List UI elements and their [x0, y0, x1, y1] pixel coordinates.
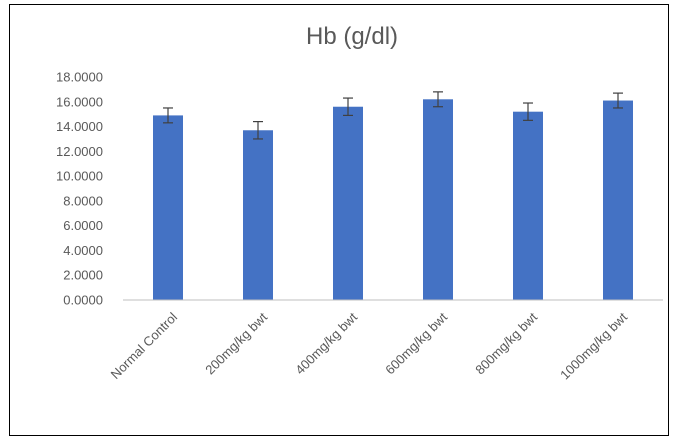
x-tick-label: 400mg/kg bwt — [292, 309, 360, 377]
y-tick-label: 18.0000 — [56, 70, 103, 85]
y-tick-label: 10.0000 — [56, 169, 103, 184]
y-tick-label: 16.0000 — [56, 94, 103, 109]
y-tick-label: 4.0000 — [63, 243, 103, 258]
error-bars — [163, 91, 623, 140]
bar — [333, 106, 363, 300]
y-tick-label: 6.0000 — [63, 218, 103, 233]
error-bar — [343, 97, 353, 117]
bar — [153, 115, 183, 301]
y-tick-label: 12.0000 — [56, 144, 103, 159]
error-bar — [613, 92, 623, 109]
error-bar — [523, 102, 533, 121]
x-tick-label: 800mg/kg bwt — [472, 309, 540, 377]
y-tick-label: 0.0000 — [63, 293, 103, 308]
y-tick-label: 8.0000 — [63, 193, 103, 208]
y-axis-ticks: 0.0000 2.0000 4.0000 6.0000 8.0000 10.0000 12.… — [56, 70, 103, 308]
bars — [153, 99, 633, 301]
error-bar — [163, 107, 173, 124]
error-bar — [253, 120, 263, 140]
y-tick-label: 14.0000 — [56, 119, 103, 134]
bar — [423, 99, 453, 300]
chart-title: Hb (g/dl) — [306, 23, 398, 50]
bar — [513, 111, 543, 300]
x-axis-ticks: Normal Control 200mg/kg bwt 400mg/kg bwt 60… — [108, 309, 631, 382]
bar — [603, 100, 633, 301]
x-tick-label: 1000mg/kg bwt — [557, 309, 630, 382]
x-tick-label: Normal Control — [108, 309, 180, 381]
error-bar — [433, 91, 443, 108]
y-tick-label: 2.0000 — [63, 268, 103, 283]
x-tick-label: 600mg/kg bwt — [382, 309, 450, 377]
bar — [243, 130, 273, 300]
x-tick-label: 200mg/kg bwt — [202, 309, 270, 377]
